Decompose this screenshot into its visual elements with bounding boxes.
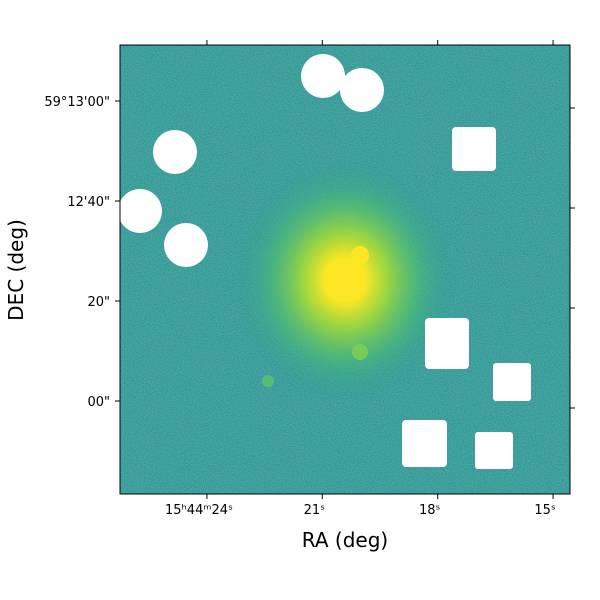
y-tick-label: 12'40" <box>67 195 110 210</box>
x-tick-label: 15ʰ44ᵐ24ˢ <box>165 503 233 518</box>
image <box>118 45 570 494</box>
x-tick-label: 21ˢ <box>304 503 326 518</box>
x-tick-label: 15ˢ <box>534 503 556 518</box>
y-axis-label: DEC (deg) <box>4 219 28 321</box>
y-tick-label: 20" <box>87 295 110 310</box>
y-tick-label: 00" <box>87 395 110 410</box>
x-axis-label: RA (deg) <box>302 528 388 552</box>
y-tick-label: 59°13'00" <box>44 95 110 110</box>
frame <box>119 44 571 495</box>
x-tick-label: 18ˢ <box>419 503 441 518</box>
